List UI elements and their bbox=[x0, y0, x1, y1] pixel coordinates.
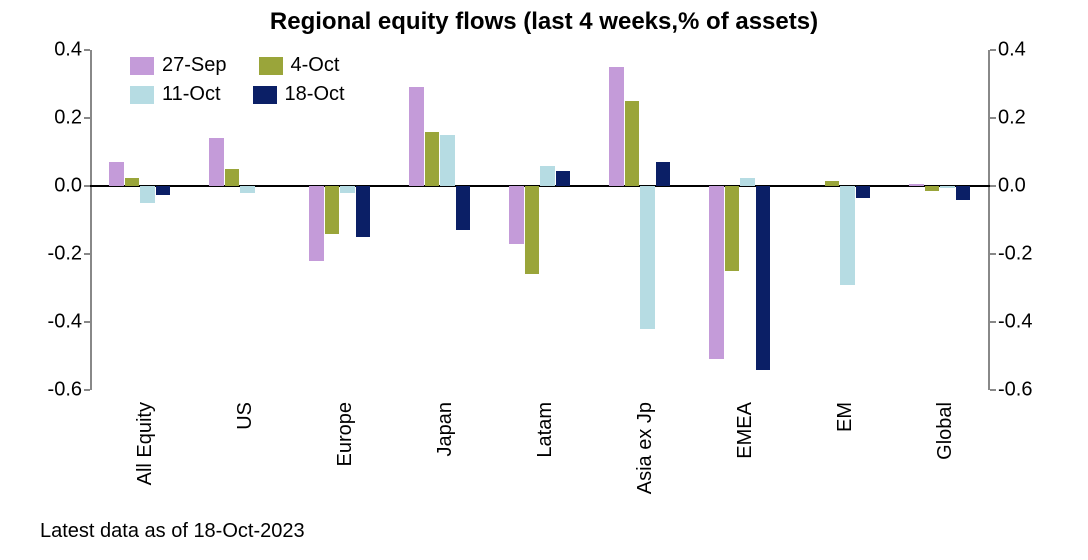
x-category-label: Global bbox=[934, 402, 957, 460]
bar bbox=[509, 186, 524, 244]
legend-swatch bbox=[253, 86, 277, 104]
chart-footnote: Latest data as of 18-Oct-2023 bbox=[40, 520, 305, 543]
ytick-right: -0.2 bbox=[990, 243, 1032, 266]
bar bbox=[425, 132, 440, 186]
bar bbox=[340, 186, 355, 193]
legend-swatch bbox=[259, 57, 283, 75]
bar bbox=[556, 171, 571, 186]
legend-item: 11-Oct bbox=[130, 83, 221, 106]
bar bbox=[309, 186, 324, 261]
ytick-right: -0.6 bbox=[990, 379, 1032, 402]
bar bbox=[440, 135, 455, 186]
x-category-label: EM bbox=[834, 402, 857, 432]
ytick-mark bbox=[84, 117, 90, 119]
bar bbox=[725, 186, 740, 271]
bar bbox=[125, 178, 140, 187]
ytick-right: -0.4 bbox=[990, 311, 1032, 334]
bar bbox=[609, 67, 624, 186]
legend-swatch bbox=[130, 57, 154, 75]
ytick-mark bbox=[990, 49, 996, 51]
bar bbox=[456, 186, 471, 230]
bar bbox=[925, 186, 940, 191]
bar bbox=[640, 186, 655, 329]
legend-item: 18-Oct bbox=[253, 83, 345, 106]
chart-title: Regional equity flows (last 4 weeks,% of… bbox=[0, 8, 1088, 36]
x-category-label: US bbox=[234, 402, 257, 430]
bar bbox=[856, 186, 871, 198]
bar bbox=[109, 162, 124, 186]
ytick-mark bbox=[84, 253, 90, 255]
bar bbox=[825, 181, 840, 186]
x-category-label: Japan bbox=[434, 402, 457, 457]
legend-row: 27-Sep 4-Oct bbox=[130, 54, 345, 77]
bar bbox=[956, 186, 971, 200]
legend-label: 4-Oct bbox=[291, 54, 340, 77]
bar bbox=[156, 186, 171, 195]
bar bbox=[756, 186, 771, 370]
bar bbox=[840, 186, 855, 285]
bar bbox=[140, 186, 155, 203]
bar bbox=[709, 186, 724, 359]
y-axis-right bbox=[988, 50, 990, 390]
legend-label: 18-Oct bbox=[285, 83, 345, 106]
x-category-label: Latam bbox=[534, 402, 557, 458]
x-category-label: Europe bbox=[334, 402, 357, 467]
bar bbox=[225, 169, 240, 186]
bar bbox=[540, 166, 555, 186]
bar bbox=[909, 184, 924, 186]
bar bbox=[209, 138, 224, 186]
plot-area: 27-Sep4-Oct11-Oct18-Oct -0.6-0.6-0.4-0.4… bbox=[90, 50, 990, 390]
bar bbox=[409, 87, 424, 186]
ytick-mark bbox=[84, 49, 90, 51]
ytick-mark bbox=[990, 321, 996, 323]
bar bbox=[240, 186, 255, 193]
x-category-label: Asia ex Jp bbox=[634, 402, 657, 494]
ytick-mark bbox=[84, 389, 90, 391]
x-category-label: EMEA bbox=[734, 402, 757, 459]
ytick-mark bbox=[84, 321, 90, 323]
bar bbox=[325, 186, 340, 234]
ytick-mark bbox=[990, 389, 996, 391]
bar bbox=[525, 186, 540, 274]
y-axis-left bbox=[90, 50, 92, 390]
bar bbox=[940, 186, 955, 188]
legend-label: 27-Sep bbox=[162, 54, 227, 77]
ytick-mark bbox=[990, 185, 996, 187]
legend-item: 4-Oct bbox=[259, 54, 340, 77]
legend: 27-Sep 4-Oct 11-Oct 18-Oct bbox=[130, 54, 345, 112]
legend-swatch bbox=[130, 86, 154, 104]
legend-label: 11-Oct bbox=[162, 83, 221, 106]
bar bbox=[740, 178, 755, 187]
bar bbox=[625, 101, 640, 186]
legend-item: 27-Sep bbox=[130, 54, 227, 77]
bar bbox=[656, 162, 671, 186]
ytick-mark bbox=[84, 185, 90, 187]
ytick-mark bbox=[990, 117, 996, 119]
bar bbox=[356, 186, 371, 237]
legend-row: 11-Oct 18-Oct bbox=[130, 83, 345, 106]
x-category-label: All Equity bbox=[134, 402, 157, 485]
ytick-mark bbox=[990, 253, 996, 255]
chart-container: Regional equity flows (last 4 weeks,% of… bbox=[0, 0, 1088, 560]
